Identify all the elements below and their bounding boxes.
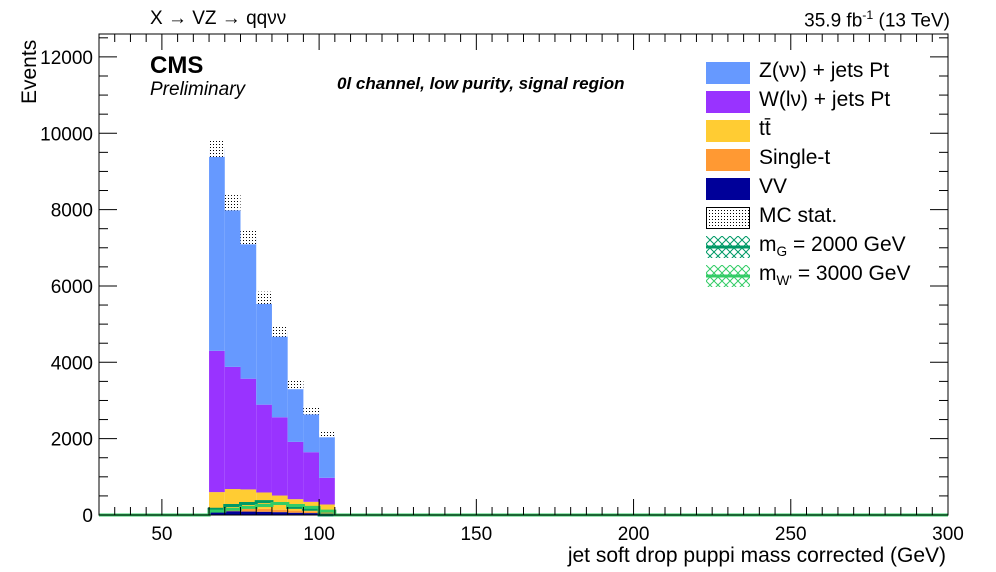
y-axis-title: Events [18,39,41,104]
bar-vv-4 [271,512,288,515]
legend-swatch [706,178,750,200]
y-tick-label: 2000 [51,430,93,451]
legend-swatch [706,265,750,287]
y-tick-label: 6000 [51,277,93,298]
legend-label: mG = 2000 GeV [759,233,906,260]
bar-z-jets-pt-0 [209,148,225,351]
legend-swatch [706,207,750,229]
bar-z-jets-pt-5 [287,384,304,442]
x-tick-label: 50 [151,524,172,545]
bar-w-l-jets-pt-0 [209,350,225,493]
x-axis-title: jet soft drop puppi mass corrected (GeV) [567,544,946,567]
bar-w-l-jets-pt-6 [303,452,320,502]
legend-label: tt̄ [759,117,771,140]
mc-stat-band-6 [303,406,320,415]
x-tick-label: 250 [775,524,807,545]
bar-single-t-5 [287,510,304,513]
legend-label: Z(νν) + jets Pt [759,59,890,82]
legend-swatch [706,62,750,84]
axes: 0 2000 4000 6000 8000 10000 12000 50 100 150 200 25… [40,33,964,545]
bar-tt--7 [319,504,335,513]
mc-stat-band-7 [319,430,335,438]
y-tick-label: 0 [82,506,93,527]
bar-single-t-3 [256,508,272,512]
bar-vv-6 [303,513,320,515]
x-tick-label: 100 [303,524,335,545]
bar-z-jets-pt-4 [271,331,288,418]
bar-w-l-jets-pt-7 [319,477,335,505]
luminosity-label: 35.9 fb-1 (13 TeV) [804,8,950,32]
bar-w-l-jets-pt-1 [224,366,241,490]
legend-swatch [706,120,750,142]
bar-w-l-jets-pt-3 [256,404,272,493]
bar-z-jets-pt-7 [319,433,335,478]
bar-tt--2 [240,489,257,509]
y-tick-label: 4000 [51,353,93,374]
energy-value: (13 TeV) [873,10,950,32]
legend-label: W(lν) + jets Pt [759,88,891,111]
lumi-value: 35.9 fb [804,10,863,32]
bar-tt--0 [209,492,225,510]
bar-vv-0 [209,511,225,515]
legend-swatch [706,236,750,258]
mc-stat-band-5 [287,380,304,390]
bar-z-jets-pt-6 [303,410,320,453]
bar-vv-3 [256,511,272,515]
legend-label: Single-t [759,146,831,169]
legend-swatch [706,149,750,171]
region-label: 0l channel, low purity, signal region [337,74,625,93]
bar-w-l-jets-pt-5 [287,441,304,500]
bar-w-l-jets-pt-2 [240,378,257,490]
mc-stat-band-0 [209,140,225,157]
legend-label: VV [759,175,788,198]
bar-vv-5 [287,512,304,515]
legend-label: MC stat. [759,204,838,227]
x-tick-label: 200 [618,524,650,545]
mc-stat-band-3 [256,291,272,304]
bar-single-t-4 [271,509,288,513]
mc-stat-band-1 [224,195,241,211]
y-tick-label: 8000 [51,201,93,222]
preliminary-label: Preliminary [150,79,246,100]
bar-single-t-2 [240,508,257,512]
mc-stat-band-2 [240,230,257,245]
lumi-exponent: -1 [862,8,874,22]
bar-z-jets-pt-1 [224,202,241,367]
bar-single-t-6 [303,511,320,514]
bar-vv-2 [240,511,257,515]
mc-stat-band [209,140,335,438]
bar-single-t-7 [319,512,335,514]
y-tick-label: 10000 [40,124,93,145]
process-label: X → VZ → qqνν [150,8,287,29]
bar-z-jets-pt-2 [240,237,257,379]
bar-tt--1 [224,489,241,509]
cms-logo-text: CMS [150,52,204,79]
x-tick-label: 150 [460,524,492,545]
x-tick-label: 300 [932,524,964,545]
bar-w-l-jets-pt-4 [271,417,288,496]
bar-vv-1 [224,511,241,515]
legend-swatch [706,91,750,113]
bar-z-jets-pt-3 [256,297,272,405]
y-tick-label: 12000 [40,48,93,69]
mc-stat-band-4 [271,326,288,337]
legend-label: mW' = 3000 GeV [759,262,911,289]
